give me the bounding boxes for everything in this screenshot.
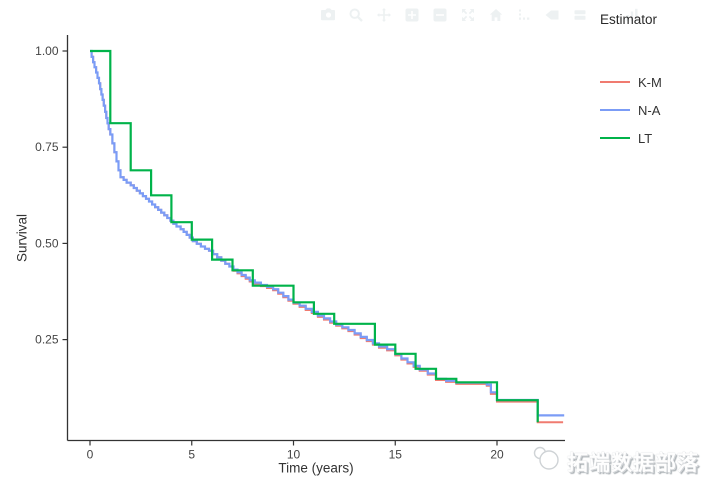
- hover-compare-icon[interactable]: [572, 7, 588, 23]
- pan-icon[interactable]: [376, 7, 392, 23]
- x-tick-label: 10: [287, 448, 301, 462]
- x-axis-title: Time (years): [278, 460, 354, 476]
- lt-curve[interactable]: [90, 49, 539, 423]
- km-curve[interactable]: [90, 50, 564, 424]
- hover-closest-icon[interactable]: [544, 7, 560, 23]
- legend-item-lt[interactable]: LT: [600, 124, 700, 152]
- x-tick-label: 15: [389, 448, 403, 462]
- legend-item-na[interactable]: N-A: [600, 96, 700, 124]
- home-icon[interactable]: [488, 7, 504, 23]
- legend-line-swatch: [600, 137, 630, 139]
- y-tick-label: 0.75: [35, 140, 59, 154]
- legend-item-label: K-M: [638, 74, 662, 90]
- zoom-in-icon[interactable]: [404, 7, 420, 23]
- camera-icon[interactable]: [320, 7, 336, 23]
- na-curve[interactable]: [90, 49, 565, 417]
- plotly-logo-icon[interactable]: [624, 7, 640, 23]
- modebar: [320, 5, 640, 25]
- autoscale-icon[interactable]: [460, 7, 476, 23]
- zoom-icon[interactable]: [348, 7, 364, 23]
- zoom-out-icon[interactable]: [432, 7, 448, 23]
- overlapping-circles-logo-icon: [531, 445, 563, 478]
- x-tick-label: 20: [490, 448, 504, 462]
- legend-line-swatch: [600, 81, 630, 83]
- legend-line-swatch: [600, 109, 630, 111]
- legend-title: Estimator: [600, 12, 658, 27]
- y-tick-label: 1.00: [35, 44, 59, 58]
- y-axis-title: Survival: [14, 213, 30, 263]
- y-tick-label: 0.50: [35, 236, 59, 250]
- y-tick-label: 0.25: [35, 333, 59, 347]
- legend-item-km[interactable]: K-M: [600, 68, 700, 96]
- x-tick-label: 0: [87, 448, 94, 462]
- legend: Estimator K-M N-A LT: [600, 12, 700, 152]
- x-tick-label: 5: [188, 448, 195, 462]
- watermark-text: 拓端数据部落: [567, 451, 699, 475]
- legend-item-label: LT: [638, 130, 653, 146]
- watermark: 拓端数据部落: [531, 445, 699, 478]
- legend-item-label: N-A: [638, 102, 661, 118]
- spikelines-icon[interactable]: [516, 7, 532, 23]
